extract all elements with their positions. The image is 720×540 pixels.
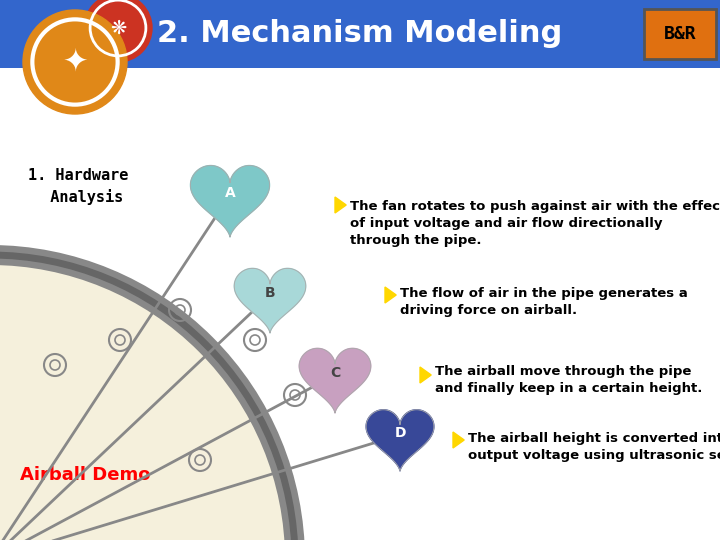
Circle shape [84,0,152,62]
Polygon shape [366,410,434,471]
Text: The fan rotates to push against air with the effect
of input voltage and air flo: The fan rotates to push against air with… [350,200,720,247]
Polygon shape [191,166,269,237]
Polygon shape [385,287,396,303]
Text: 1. Hardware: 1. Hardware [28,167,128,183]
Polygon shape [335,197,346,213]
Text: Airball Demo: Airball Demo [19,466,150,484]
Text: The airball move through the pipe
and finally keep in a certain height.: The airball move through the pipe and fi… [435,365,703,395]
Polygon shape [300,348,371,413]
Polygon shape [420,367,431,383]
Text: The airball height is converted into
output voltage using ultrasonic sensor.: The airball height is converted into out… [468,432,720,462]
Text: A: A [225,186,235,200]
Text: D: D [395,426,406,440]
Text: ❋: ❋ [110,18,126,37]
Text: B: B [265,286,275,300]
Text: 2. Mechanism Modeling: 2. Mechanism Modeling [158,19,562,49]
Circle shape [0,245,305,540]
Bar [0,0,720,68]
Text: C: C [330,366,340,380]
Circle shape [23,10,127,114]
Circle shape [0,265,285,540]
Text: The flow of air in the pipe generates a
driving force on airball.: The flow of air in the pipe generates a … [400,287,688,317]
Polygon shape [453,432,464,448]
Text: ✦: ✦ [62,48,88,77]
Text: Analysis: Analysis [32,189,124,205]
Bar [644,9,716,59]
Polygon shape [234,268,306,333]
Text: B&R: B&R [664,25,696,43]
